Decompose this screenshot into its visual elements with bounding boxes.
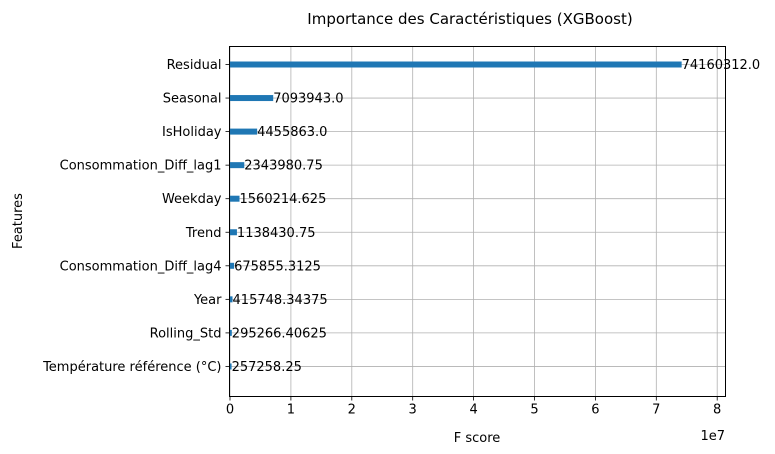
x-tick-label: 1 (287, 403, 295, 418)
bar (230, 262, 235, 269)
y-tick-label: Seasonal (163, 92, 222, 107)
bar (230, 195, 240, 202)
x-tick-label: 4 (469, 403, 477, 418)
bar (230, 363, 232, 370)
y-tick-label: Year (193, 293, 222, 308)
y-axis-label: Features (11, 193, 26, 249)
bar-value-label: 295266.40625 (232, 326, 327, 341)
y-tick-label: Residual (167, 58, 222, 73)
bar-value-label: 2343980.75 (244, 159, 323, 174)
plot-area-frame (229, 46, 726, 397)
bar (230, 162, 245, 169)
y-tick-label: Weekday (162, 192, 222, 207)
bar (230, 95, 274, 102)
bar-value-label: 1138430.75 (237, 226, 316, 241)
x-tick-label: 0 (226, 403, 234, 418)
grid-lines (229, 46, 726, 397)
x-axis-offset-text: 1e7 (700, 429, 725, 444)
x-tick-label: 7 (652, 403, 660, 418)
bar (230, 128, 258, 135)
x-axis-label: F score (454, 431, 501, 446)
y-tick-label: Consommation_Diff_lag4 (60, 259, 222, 274)
bar-value-label: 257258.25 (232, 360, 302, 375)
value-labels-group: 74160312.0 7093943.0 4455863.0 2343980.75 15… (232, 58, 761, 375)
x-tick-label: 2 (348, 403, 356, 418)
x-tick-label: 6 (591, 403, 599, 418)
bar-value-label: 415748.34375 (233, 293, 328, 308)
x-tick-label: 3 (409, 403, 417, 418)
bar (230, 229, 237, 236)
x-axis-ticks: 0 1 2 3 4 5 6 7 8 (226, 396, 721, 418)
bar-value-label: 675855.3125 (234, 259, 321, 274)
bar-value-label: 4455863.0 (257, 125, 327, 140)
y-tick-label: Température référence (°C) (42, 360, 221, 375)
bar-value-label: 7093943.0 (273, 92, 343, 107)
bars-group (230, 61, 682, 370)
bar (230, 329, 232, 336)
y-tick-label: Consommation_Diff_lag1 (60, 159, 222, 174)
bar-value-label: 1560214.625 (240, 192, 327, 207)
chart-title: Importance des Caractéristiques (XGBoost… (307, 10, 632, 28)
y-tick-label: IsHoliday (162, 125, 222, 140)
x-tick-label: 8 (713, 403, 721, 418)
y-tick-label: Rolling_Std (150, 326, 222, 341)
bar-value-label: 74160312.0 (682, 58, 761, 73)
y-axis-ticks: Residual Seasonal IsHoliday Consommation_Di… (42, 58, 230, 375)
bar (230, 61, 682, 68)
x-tick-label: 5 (530, 403, 538, 418)
y-tick-label: Trend (185, 226, 222, 241)
bar (230, 296, 233, 303)
